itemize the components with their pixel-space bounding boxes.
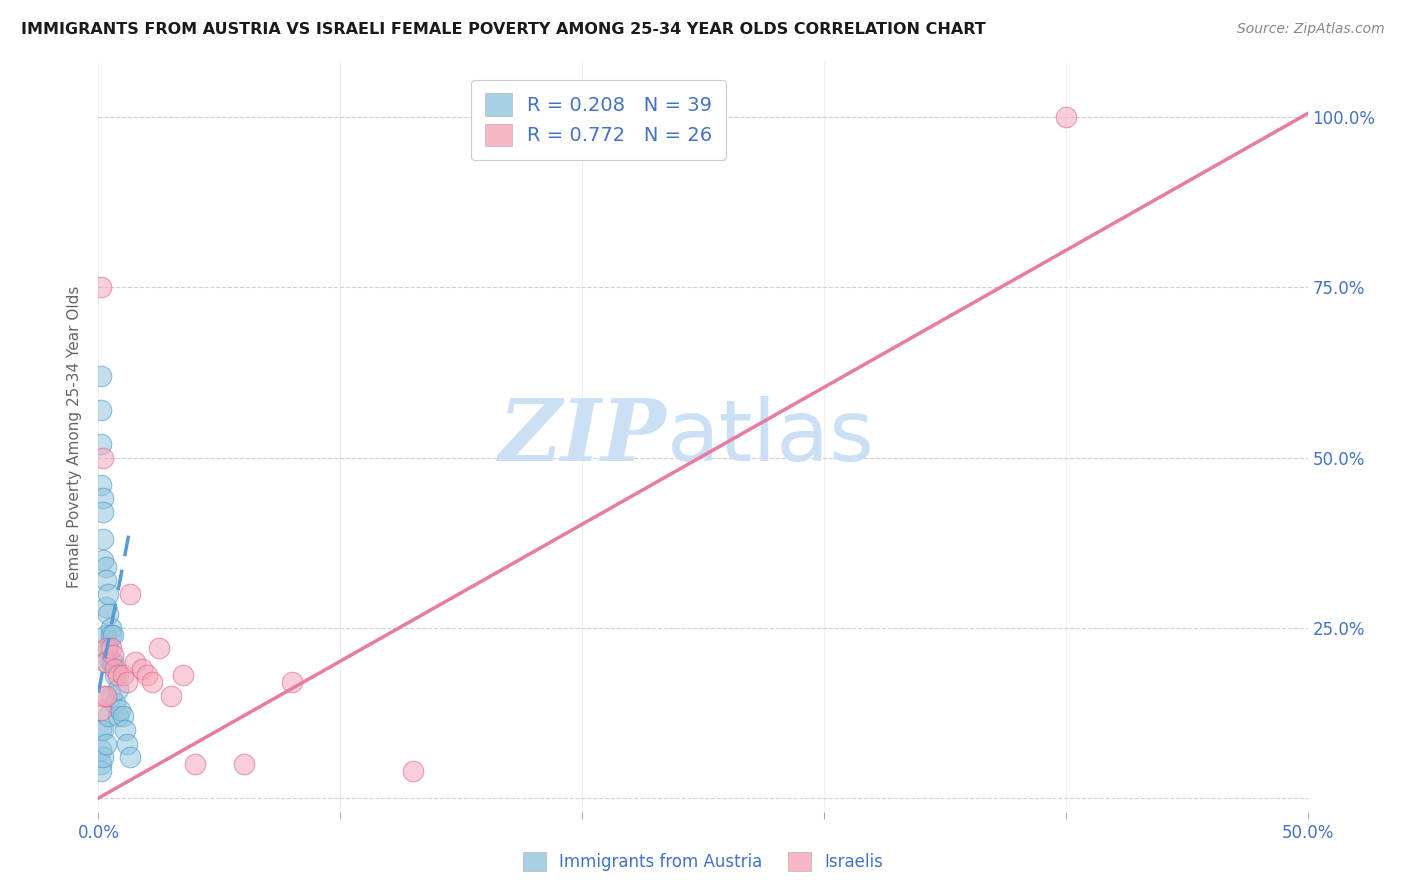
Point — [90, 402, 112, 417]
Point — [91, 533, 114, 547]
Point — [90, 368, 112, 383]
Point — [97, 587, 120, 601]
Point — [91, 689, 114, 703]
Point — [118, 587, 141, 601]
Point — [100, 627, 122, 641]
Point — [111, 709, 134, 723]
Point — [90, 723, 112, 737]
Point — [90, 477, 112, 491]
Point — [94, 655, 117, 669]
Point — [94, 655, 117, 669]
Point — [131, 662, 153, 676]
Point — [184, 757, 207, 772]
Point — [94, 573, 117, 587]
Point — [281, 675, 304, 690]
Point — [124, 655, 146, 669]
Point — [91, 750, 114, 764]
Point — [107, 682, 129, 697]
Point — [94, 600, 117, 615]
Text: IMMIGRANTS FROM AUSTRIA VS ISRAELI FEMALE POVERTY AMONG 25-34 YEAR OLDS CORRELAT: IMMIGRANTS FROM AUSTRIA VS ISRAELI FEMAL… — [21, 22, 986, 37]
Point — [90, 743, 112, 757]
Point — [91, 505, 114, 519]
Point — [97, 709, 120, 723]
Legend: R = 0.208   N = 39, R = 0.772   N = 26: R = 0.208 N = 39, R = 0.772 N = 26 — [471, 79, 725, 160]
Point — [100, 689, 122, 703]
Point — [94, 689, 117, 703]
Point — [100, 655, 122, 669]
Point — [90, 764, 112, 778]
Point — [1054, 110, 1077, 124]
Point — [104, 696, 127, 710]
Point — [141, 675, 163, 690]
Point — [90, 437, 112, 451]
Point — [135, 668, 157, 682]
Point — [101, 648, 124, 662]
Point — [114, 723, 136, 737]
Text: atlas: atlas — [666, 395, 875, 479]
Point — [101, 627, 124, 641]
Text: Source: ZipAtlas.com: Source: ZipAtlas.com — [1237, 22, 1385, 37]
Legend: Immigrants from Austria, Israelis: Immigrants from Austria, Israelis — [515, 843, 891, 880]
Point — [104, 668, 127, 682]
Point — [117, 675, 139, 690]
Point — [94, 737, 117, 751]
Point — [91, 450, 114, 465]
Point — [108, 702, 131, 716]
Point — [107, 668, 129, 682]
Point — [91, 723, 114, 737]
Point — [90, 280, 112, 294]
Point — [97, 641, 120, 656]
Point — [94, 641, 117, 656]
Point — [160, 689, 183, 703]
Point — [100, 621, 122, 635]
Point — [111, 668, 134, 682]
Point — [91, 552, 114, 566]
Point — [91, 491, 114, 506]
Point — [101, 655, 124, 669]
Point — [94, 559, 117, 574]
Point — [148, 641, 170, 656]
Point — [97, 607, 120, 622]
Point — [100, 641, 122, 656]
Point — [90, 702, 112, 716]
Text: ZIP: ZIP — [499, 395, 666, 479]
Point — [118, 750, 141, 764]
Point — [172, 668, 194, 682]
Point — [90, 757, 112, 772]
Point — [232, 757, 254, 772]
Point — [94, 627, 117, 641]
Point — [107, 709, 129, 723]
Point — [402, 764, 425, 778]
Point — [104, 662, 127, 676]
Y-axis label: Female Poverty Among 25-34 Year Olds: Female Poverty Among 25-34 Year Olds — [67, 286, 83, 588]
Point — [117, 737, 139, 751]
